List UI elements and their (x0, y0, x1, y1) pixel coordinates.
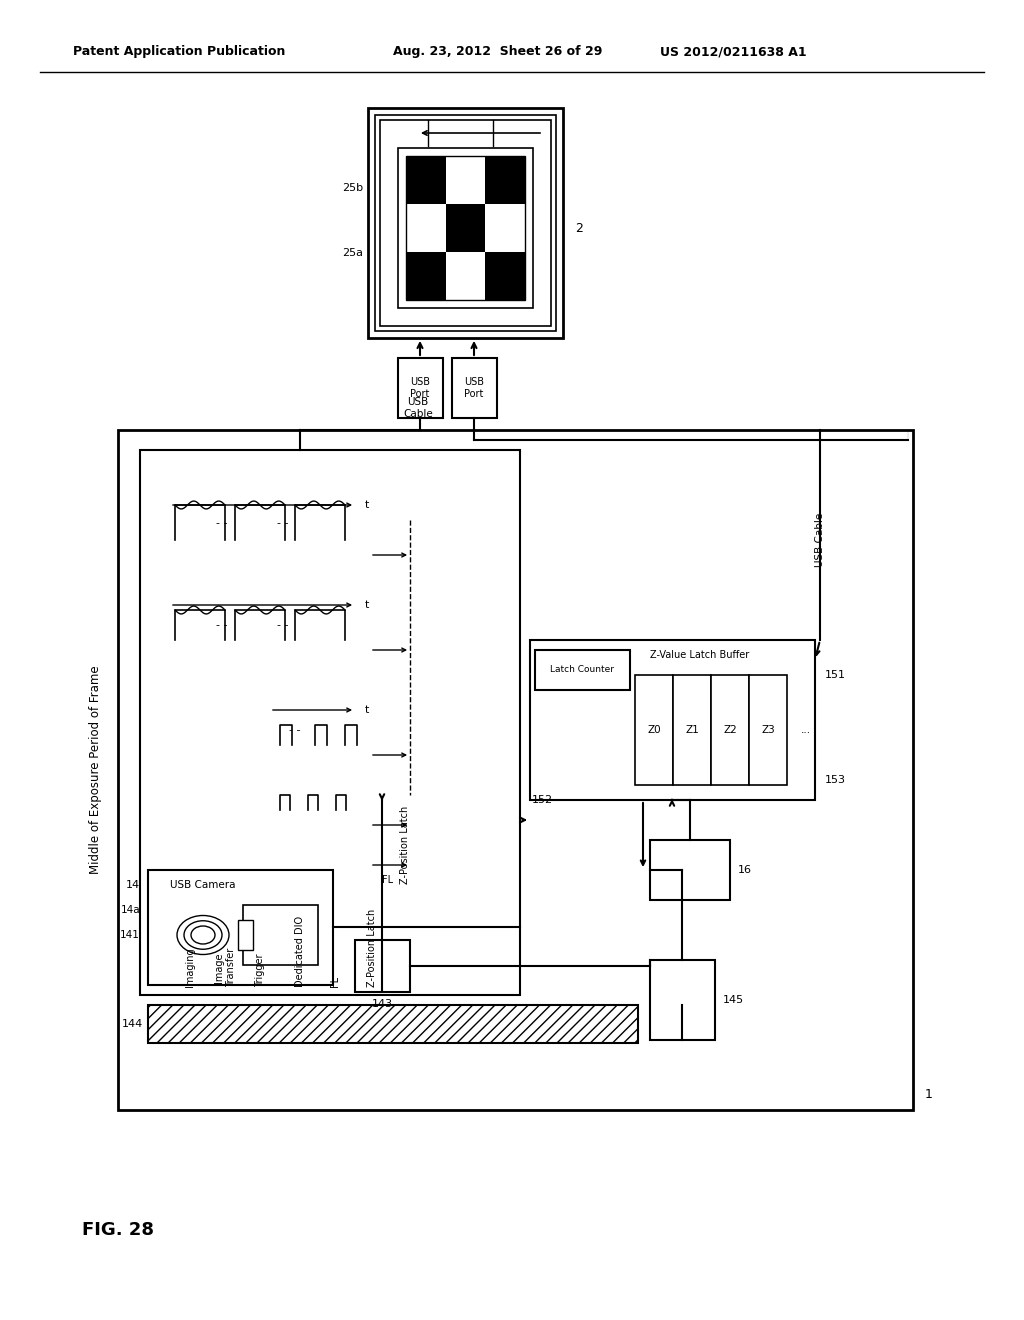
Text: 25a: 25a (342, 248, 362, 257)
Bar (406, 156, 445, 205)
Bar (380, 120, 551, 326)
Bar (673, 675, 711, 785)
Bar (355, 940, 410, 993)
Text: 143: 143 (372, 999, 392, 1008)
Bar (535, 649, 630, 690)
Text: US 2012/0211638 A1: US 2012/0211638 A1 (660, 45, 807, 58)
Text: 151: 151 (825, 671, 846, 680)
Text: Z-Position Latch: Z-Position Latch (367, 908, 377, 987)
Text: USB
Port: USB Port (464, 378, 484, 399)
Text: 14: 14 (126, 880, 140, 890)
Bar (530, 640, 815, 800)
Text: Imaging: Imaging (185, 948, 195, 987)
Bar (148, 1005, 638, 1043)
Bar (140, 450, 520, 995)
Text: - -: - - (289, 725, 301, 735)
Text: Z-Position Latch: Z-Position Latch (400, 807, 410, 884)
Bar (118, 430, 913, 1110)
Text: 2: 2 (575, 222, 583, 235)
Text: USB
Cable: USB Cable (403, 397, 433, 418)
Text: - -: - - (216, 620, 227, 630)
Bar (406, 156, 525, 300)
Text: t: t (365, 601, 370, 610)
Text: Aug. 23, 2012  Sheet 26 of 29: Aug. 23, 2012 Sheet 26 of 29 (393, 45, 602, 58)
Text: Z0: Z0 (647, 725, 660, 735)
Bar (238, 920, 253, 950)
Text: - -: - - (216, 517, 227, 528)
Text: Image
Transfer: Image Transfer (214, 948, 236, 987)
Bar (148, 870, 333, 985)
Text: 145: 145 (723, 995, 744, 1005)
Bar (445, 205, 485, 252)
Bar (398, 358, 443, 418)
Text: Z1: Z1 (685, 725, 698, 735)
Text: - -: - - (278, 620, 289, 630)
Text: Middle of Exposure Period of Frame: Middle of Exposure Period of Frame (88, 665, 101, 874)
Bar (485, 156, 525, 205)
Text: 141: 141 (120, 931, 140, 940)
Text: Dedicated DIO: Dedicated DIO (295, 916, 305, 987)
Bar (711, 675, 749, 785)
Text: t: t (365, 705, 370, 715)
Text: ...: ... (801, 725, 811, 735)
Text: FIG. 28: FIG. 28 (82, 1221, 154, 1239)
Text: Z-Value Latch Buffer: Z-Value Latch Buffer (650, 649, 750, 660)
Text: 152: 152 (532, 795, 553, 805)
Text: Z3: Z3 (761, 725, 775, 735)
Bar (452, 358, 497, 418)
Text: 16: 16 (738, 865, 752, 875)
Bar (650, 840, 730, 900)
Text: USB Camera: USB Camera (170, 880, 236, 890)
Bar (749, 675, 787, 785)
Bar (650, 960, 715, 1040)
Bar (485, 252, 525, 300)
Text: 14a: 14a (121, 906, 140, 915)
Text: 144: 144 (122, 1019, 143, 1030)
Text: Patent Application Publication: Patent Application Publication (73, 45, 286, 58)
Text: t: t (365, 500, 370, 510)
Bar (243, 906, 318, 965)
Bar (375, 115, 556, 331)
Text: Z2: Z2 (723, 725, 737, 735)
Bar (398, 148, 534, 308)
Bar (368, 108, 563, 338)
Text: Trigger: Trigger (255, 953, 265, 987)
Text: Latch Counter: Latch Counter (550, 665, 614, 675)
Bar (635, 675, 673, 785)
Text: USB Cable: USB Cable (815, 513, 825, 568)
Text: FL: FL (330, 975, 340, 987)
Text: USB
Port: USB Port (410, 378, 430, 399)
Bar (406, 252, 445, 300)
Text: 25b: 25b (342, 183, 362, 193)
Text: FL: FL (382, 875, 393, 884)
Text: 153: 153 (825, 775, 846, 785)
Text: - -: - - (278, 517, 289, 528)
Text: 1: 1 (925, 1089, 933, 1101)
